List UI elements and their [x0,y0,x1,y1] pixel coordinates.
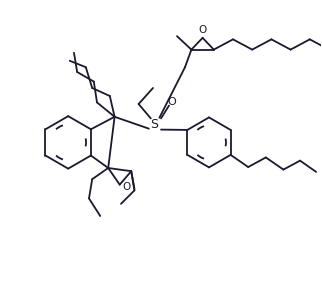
Text: O: O [168,97,176,107]
Text: S: S [151,118,159,131]
Text: O: O [198,25,207,35]
Text: O: O [123,182,131,192]
